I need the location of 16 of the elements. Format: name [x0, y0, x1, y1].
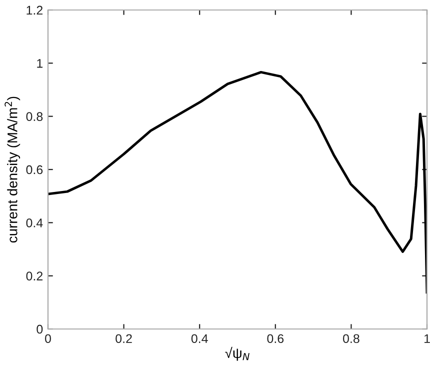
y-tick-label: 0 — [36, 324, 43, 334]
x-tick-label: 0.4 — [191, 334, 208, 344]
x-tick-label: 1 — [424, 334, 430, 343]
y-axis-title: current density (MA/m$^{2}$) — [4, 96, 20, 243]
x-tick-label: 0 — [45, 334, 51, 344]
y-tick-label: 1 — [37, 59, 43, 68]
line-series — [48, 70, 427, 294]
y-tick-label: 0.4 — [26, 218, 43, 228]
x-tick-label: 0.2 — [116, 334, 132, 344]
y-tick-label: 0.2 — [26, 272, 43, 280]
y-tick-label: 0.6 — [26, 165, 43, 174]
x-tick-label: 0.8 — [343, 334, 360, 344]
x-tick-label: 0.6 — [267, 334, 284, 344]
x-axis-title: √ψ$_{N}$ — [225, 346, 250, 361]
y-tick-label: 1.2 — [26, 6, 43, 15]
y-tick-label: 0.8 — [26, 112, 43, 121]
